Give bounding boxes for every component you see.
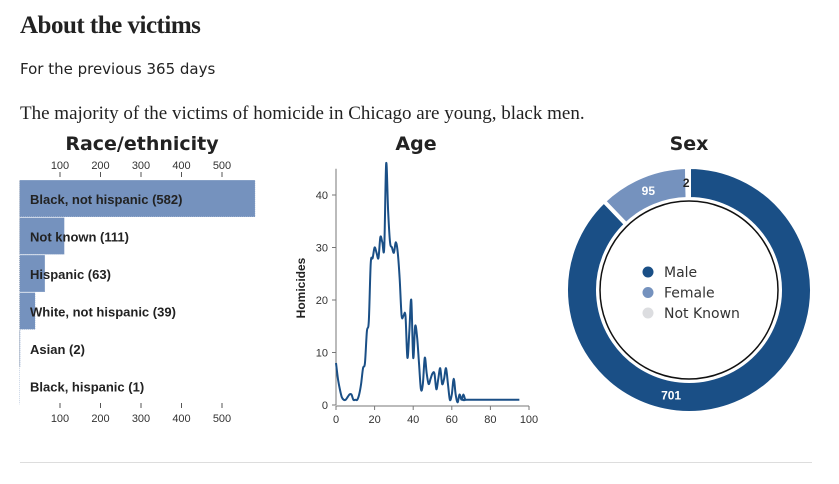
- age-chart-title: Age: [395, 133, 436, 155]
- x-tick-label: 80: [484, 414, 496, 426]
- page-title: About the victims: [20, 12, 201, 39]
- sex-chart: 701 95 2 Male Female Not Known: [564, 164, 814, 415]
- slice-value-label: 701: [661, 388, 681, 402]
- race-chart: 100 100 200 200 300 300 400 400 500 500 Black, not…: [19, 160, 256, 425]
- bar-label: Not known (111): [30, 229, 129, 244]
- bar: [19, 329, 21, 368]
- x-tick-label-bottom: 100: [51, 413, 69, 425]
- legend-label: Female: [664, 286, 715, 302]
- x-tick-label: 20: [368, 414, 380, 426]
- slice-male: [564, 164, 814, 415]
- y-tick-label: 20: [316, 295, 328, 307]
- legend-swatch: [642, 307, 654, 319]
- x-tick-label: 60: [446, 414, 458, 426]
- legend-swatch: [642, 266, 654, 278]
- x-tick-label-bottom: 400: [172, 413, 190, 425]
- x-tick-label: 40: [407, 414, 419, 426]
- slice-value-label: 95: [642, 184, 656, 198]
- bar-label: Black, hispanic (1): [30, 379, 144, 394]
- x-tick-label-top: 500: [213, 160, 231, 172]
- lead-text: The majority of the victims of homicide …: [20, 103, 585, 124]
- legend-label: Male: [664, 265, 697, 281]
- bar: [19, 254, 46, 293]
- bar: [19, 292, 36, 330]
- x-tick-label-top: 100: [51, 160, 69, 172]
- y-tick-label: 10: [316, 348, 328, 360]
- x-tick-label-top: 200: [91, 160, 109, 172]
- x-tick-label-top: 400: [172, 160, 190, 172]
- bar-label: Asian (2): [30, 342, 85, 357]
- age-chart: 0 10 20 30 40 0 20 40 60 80 100: [316, 162, 538, 426]
- x-tick-label-bottom: 500: [213, 413, 231, 425]
- y-tick-label: 30: [316, 243, 328, 255]
- y-tick-label: 0: [322, 400, 328, 412]
- y-tick-label: 40: [316, 190, 328, 202]
- x-tick-label: 100: [520, 414, 538, 426]
- divider: [20, 462, 812, 463]
- bar: [19, 179, 256, 218]
- donut-hole: [599, 200, 779, 380]
- age-y-axis-label: Homicides: [294, 257, 308, 318]
- slice-not-known: [685, 164, 691, 202]
- bar-label: White, not hispanic (39): [30, 304, 176, 319]
- legend-swatch: [642, 287, 654, 298]
- subtitle: For the previous 365 days: [20, 60, 216, 78]
- bar-label: Hispanic (63): [30, 267, 111, 282]
- legend-label: Not Known: [664, 306, 740, 322]
- bar-label: Black, not hispanic (582): [30, 192, 182, 207]
- race-chart-title: Race/ethnicity: [65, 133, 219, 155]
- x-tick-label-bottom: 300: [132, 413, 150, 425]
- age-line: [335, 162, 520, 404]
- x-tick-label: 0: [333, 414, 339, 426]
- slice-value-label: 2: [683, 176, 690, 190]
- x-tick-label-bottom: 200: [91, 413, 109, 425]
- x-tick-label-top: 300: [132, 160, 150, 172]
- bar: [19, 217, 65, 255]
- sex-chart-title: Sex: [670, 133, 709, 155]
